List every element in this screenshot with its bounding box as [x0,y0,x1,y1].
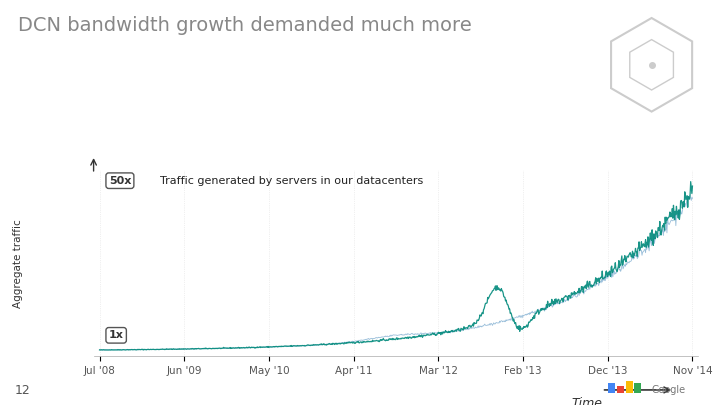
Text: 12: 12 [14,384,30,397]
Text: Time: Time [572,397,603,405]
Text: Traffic generated by servers in our datacenters: Traffic generated by servers in our data… [160,176,423,185]
Text: 1x: 1x [109,330,124,340]
Text: Google: Google [652,385,685,395]
Text: 50x: 50x [109,176,131,185]
Text: DCN bandwidth growth demanded much more: DCN bandwidth growth demanded much more [18,16,472,35]
Text: Aggregate traffic: Aggregate traffic [13,219,23,308]
